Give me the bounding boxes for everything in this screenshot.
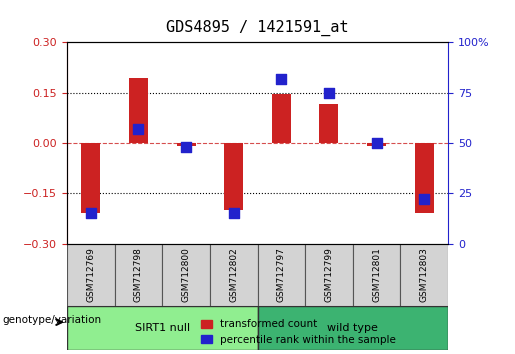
FancyBboxPatch shape xyxy=(114,244,162,307)
Legend: transformed count, percentile rank within the sample: transformed count, percentile rank withi… xyxy=(197,315,400,349)
FancyBboxPatch shape xyxy=(67,307,258,350)
FancyBboxPatch shape xyxy=(353,244,401,307)
Bar xyxy=(224,143,243,210)
Bar xyxy=(81,143,100,213)
Point xyxy=(134,126,143,132)
Point xyxy=(230,211,238,216)
FancyBboxPatch shape xyxy=(210,244,258,307)
Point xyxy=(182,144,190,150)
FancyBboxPatch shape xyxy=(258,307,448,350)
Text: GSM712799: GSM712799 xyxy=(324,247,333,302)
Point xyxy=(87,211,95,216)
Bar xyxy=(415,143,434,213)
Text: GSM712801: GSM712801 xyxy=(372,247,381,302)
FancyBboxPatch shape xyxy=(258,244,305,307)
Point xyxy=(277,76,285,81)
FancyBboxPatch shape xyxy=(305,244,353,307)
Bar xyxy=(129,78,148,143)
Point xyxy=(420,196,428,202)
FancyBboxPatch shape xyxy=(401,244,448,307)
FancyBboxPatch shape xyxy=(67,244,114,307)
Bar xyxy=(177,143,196,147)
Bar xyxy=(319,104,338,143)
Text: GSM712802: GSM712802 xyxy=(229,247,238,302)
Point xyxy=(372,140,381,146)
FancyBboxPatch shape xyxy=(162,244,210,307)
Text: GSM712797: GSM712797 xyxy=(277,247,286,302)
Text: GSM712803: GSM712803 xyxy=(420,247,428,302)
Point xyxy=(325,90,333,96)
Bar xyxy=(272,95,291,143)
Text: GSM712800: GSM712800 xyxy=(182,247,191,302)
Bar xyxy=(367,143,386,147)
Text: wild type: wild type xyxy=(328,324,378,333)
Text: GSM712798: GSM712798 xyxy=(134,247,143,302)
Text: GSM712769: GSM712769 xyxy=(87,247,95,302)
Text: GDS4895 / 1421591_at: GDS4895 / 1421591_at xyxy=(166,20,349,36)
Text: genotype/variation: genotype/variation xyxy=(3,315,101,325)
Text: SIRT1 null: SIRT1 null xyxy=(134,324,190,333)
